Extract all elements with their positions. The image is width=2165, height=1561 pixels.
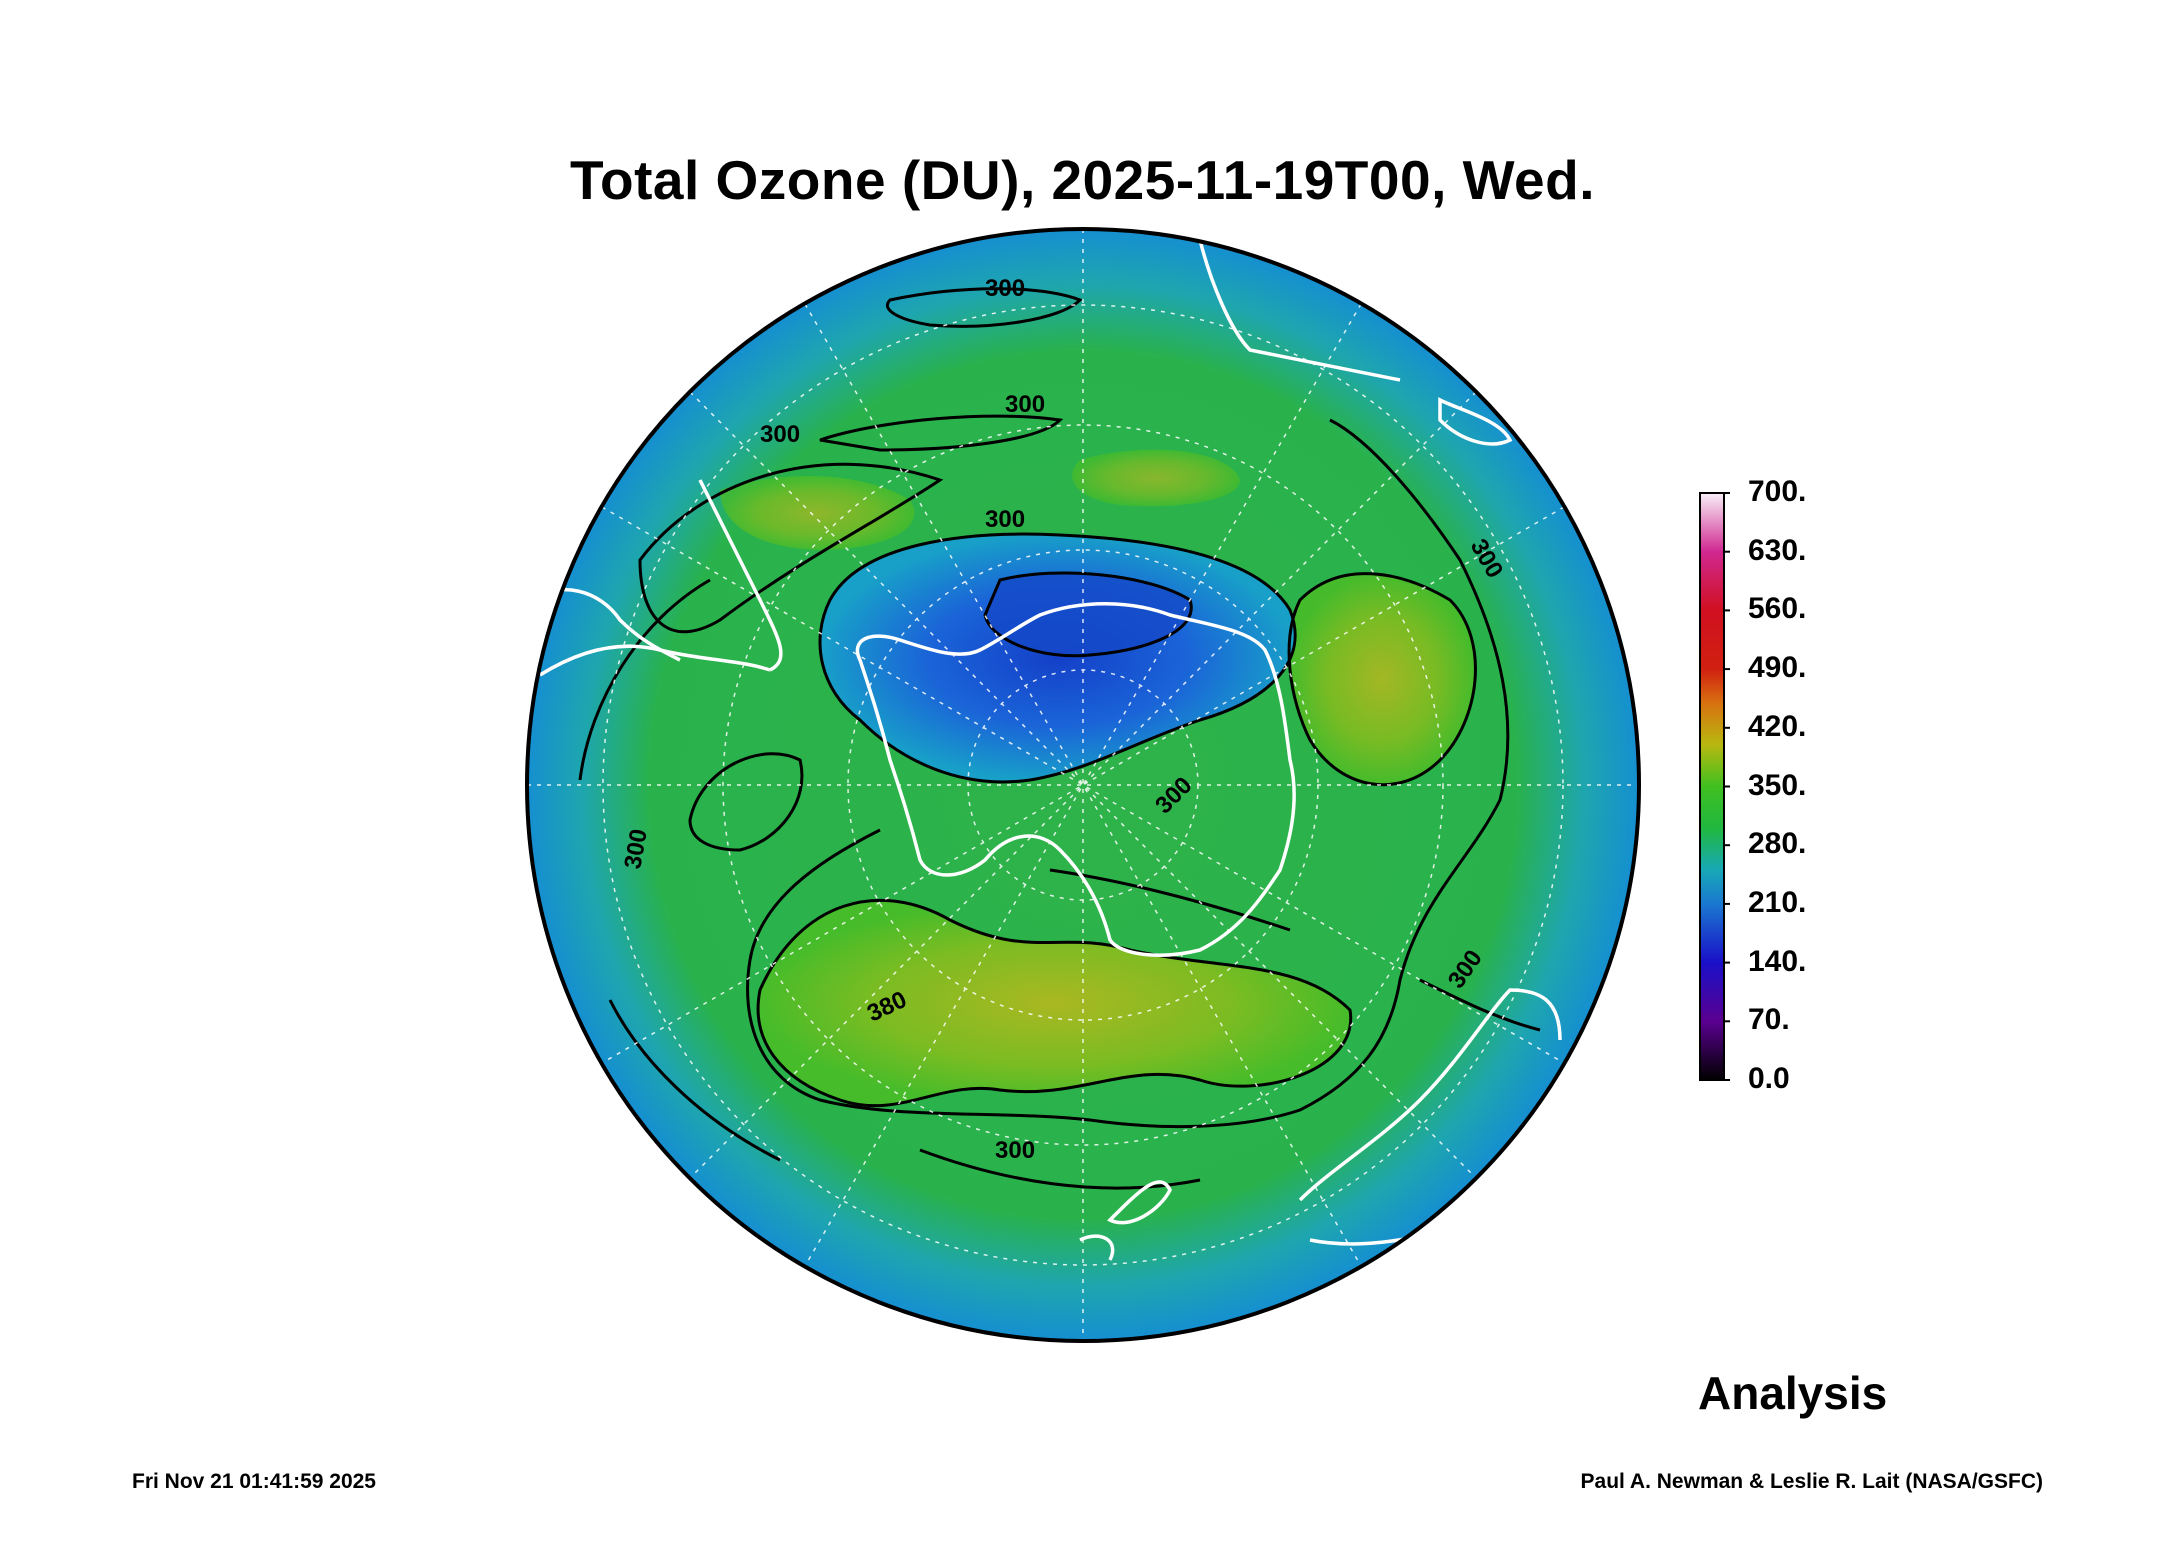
colorbar-tick-label: 70. [1748,1003,1790,1037]
product-label: Analysis [1698,1367,1888,1419]
contour-label: 300 [1005,391,1045,418]
australia-coastline [1298,988,1562,1202]
colorbar-tick-label: 700. [1748,475,1807,508]
contour-line [578,578,711,781]
contour-label: 300 [985,275,1025,302]
africa-coastline [1198,239,1401,382]
colorbar-tick-label: 350. [1748,768,1807,802]
contour-label: 300 [760,421,800,448]
colorbar-tick-label: 0.0 [1748,1062,1790,1095]
colorbar-gradient [1699,492,1725,1081]
contour-line [919,1148,1201,1190]
contour-label: 300 [985,506,1025,533]
contour-line [756,899,1353,1108]
colorbar-tick-label: 560. [1748,592,1807,626]
colorbar-tick-label: 140. [1748,944,1807,978]
contour-line [746,418,1510,1129]
footer-credit: Paul A. Newman & Leslie R. Lait (NASA/GS… [1580,1470,2043,1493]
chart-title: Total Ozone (DU), 2025-11-19T00, Wed. [569,149,1596,211]
contour-line [886,287,1083,328]
contour-line [608,999,781,1162]
madagascar-coastline [1438,397,1513,446]
high-ozone-region [720,476,915,550]
high-ozone-region [758,900,1351,1106]
contour-line [1049,868,1291,932]
high-ozone-region [1072,449,1240,507]
new-zealand-coastline [1079,1234,1115,1261]
colorbar [1699,492,1730,1081]
colorbar-tick-label: 420. [1748,709,1807,743]
colorbar-tick-label: 210. [1748,885,1807,919]
contour-label: 300 [995,1137,1035,1164]
contour-line [818,532,1297,784]
high-ozone-region [1289,573,1476,785]
ozone-hole-core [985,572,1192,656]
colorbar-tick-label: 630. [1748,533,1807,567]
colorbar-tick-label: 280. [1748,827,1807,861]
contour-line [1287,572,1477,787]
contour-line [1419,978,1541,1032]
contour-line [688,752,804,852]
footer-timestamp: Fri Nov 21 01:41:59 2025 [132,1470,376,1493]
new-zealand-coastline [1107,1180,1172,1225]
contour-line [983,571,1193,658]
antarctica-coastline [855,602,1296,957]
colorbar-tick-label: 490. [1748,651,1807,685]
globe-outline [525,227,1641,1343]
south-america-coastline [698,479,783,672]
globe-disk [527,229,1639,1341]
contour-line [819,414,1064,452]
contour-line [638,462,944,634]
